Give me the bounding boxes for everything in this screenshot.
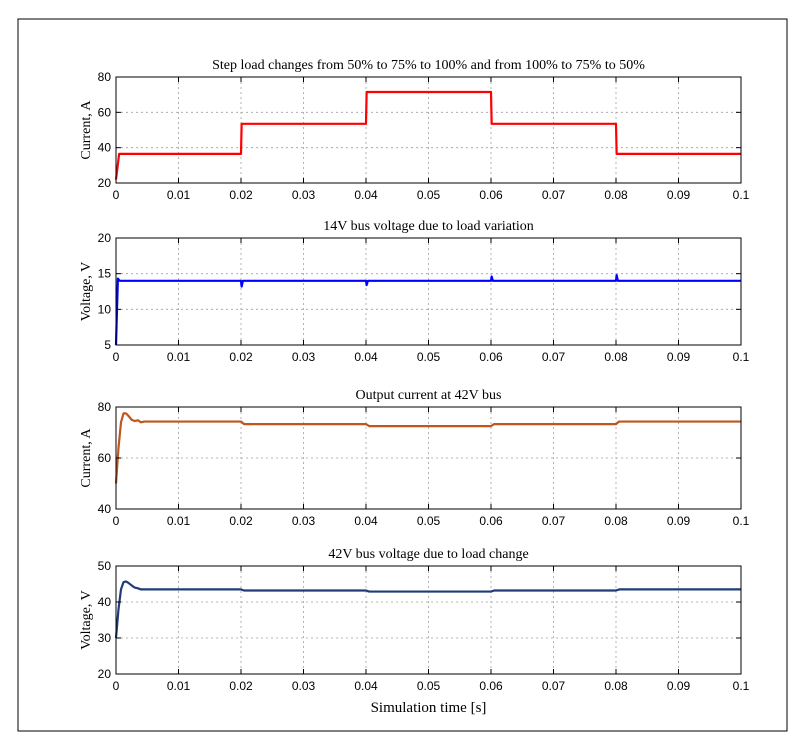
x-tick-label: 0.09 bbox=[667, 514, 691, 528]
x-tick-label: 0.1 bbox=[733, 188, 750, 202]
x-tick-label: 0.05 bbox=[417, 514, 441, 528]
x-tick-label: 0.06 bbox=[479, 350, 503, 364]
x-tick-label: 0.04 bbox=[354, 679, 378, 693]
x-axis-label: Simulation time [s] bbox=[371, 700, 487, 716]
y-tick-label: 80 bbox=[98, 400, 112, 414]
y-tick-label: 60 bbox=[98, 451, 112, 465]
x-tick-label: 0.07 bbox=[542, 679, 566, 693]
x-tick-label: 0.1 bbox=[733, 679, 750, 693]
x-tick-label: 0.04 bbox=[354, 188, 378, 202]
x-tick-label: 0.09 bbox=[667, 679, 691, 693]
x-tick-label: 0.1 bbox=[733, 514, 750, 528]
figure-border bbox=[17, 18, 788, 732]
x-tick-label: 0 bbox=[113, 350, 120, 364]
x-tick-label: 0 bbox=[113, 514, 120, 528]
y-tick-label: 15 bbox=[98, 267, 112, 281]
y-tick-label: 80 bbox=[98, 70, 112, 84]
chart-title: Step load changes from 50% to 75% to 100… bbox=[212, 58, 645, 73]
y-tick-label: 5 bbox=[104, 338, 111, 352]
x-tick-label: 0.03 bbox=[292, 679, 316, 693]
x-tick-label: 0.05 bbox=[417, 679, 441, 693]
series-line bbox=[114, 90, 741, 180]
x-tick-label: 0.01 bbox=[167, 679, 191, 693]
y-axis-label: Current, A bbox=[79, 100, 94, 160]
y-tick-label: 50 bbox=[98, 559, 112, 573]
x-tick-label: 0.08 bbox=[604, 188, 628, 202]
x-tick-label: 0.06 bbox=[479, 514, 503, 528]
x-tick-label: 0.08 bbox=[604, 514, 628, 528]
series-line bbox=[114, 273, 741, 346]
x-tick-label: 0.01 bbox=[167, 188, 191, 202]
x-tick-label: 0 bbox=[113, 679, 120, 693]
x-tick-label: 0.04 bbox=[354, 350, 378, 364]
y-axis-label: Voltage, V bbox=[79, 590, 94, 649]
x-tick-label: 0.02 bbox=[229, 514, 253, 528]
y-tick-label: 30 bbox=[98, 631, 112, 645]
chart-panel-2: 0 0.01 0.02 0.03 0.04 0.05 0.06 0.07 0.08 0.09 0.1… bbox=[79, 219, 750, 364]
x-tick-label: 0.02 bbox=[229, 679, 253, 693]
x-tick-label: 0.1 bbox=[733, 350, 750, 364]
chart-title: 42V bus voltage due to load change bbox=[328, 547, 528, 562]
y-axis-label: Voltage, V bbox=[79, 262, 94, 321]
series-line bbox=[114, 412, 741, 484]
x-tick-label: 0.04 bbox=[354, 514, 378, 528]
x-tick-label: 0.01 bbox=[167, 514, 191, 528]
x-tick-label: 0 bbox=[113, 188, 120, 202]
y-tick-label: 20 bbox=[98, 667, 112, 681]
x-tick-label: 0.05 bbox=[417, 188, 441, 202]
chart-panel-1: 0 0.01 0.02 0.03 0.04 0.05 0.06 0.07 0.08 0.09 0.1… bbox=[79, 58, 750, 202]
chart-title: 14V bus voltage due to load variation bbox=[323, 219, 533, 234]
x-tick-label: 0.08 bbox=[604, 350, 628, 364]
y-tick-label: 40 bbox=[98, 141, 112, 155]
series-line bbox=[114, 580, 741, 639]
y-tick-label: 60 bbox=[98, 105, 112, 119]
x-tick-label: 0.07 bbox=[542, 514, 566, 528]
x-tick-label: 0.01 bbox=[167, 350, 191, 364]
x-tick-label: 0.06 bbox=[479, 679, 503, 693]
x-tick-label: 0.07 bbox=[542, 350, 566, 364]
x-tick-label: 0.09 bbox=[667, 188, 691, 202]
chart-panel-4: 0 0.01 0.02 0.03 0.04 0.05 0.06 0.07 0.08 0.09 0.1… bbox=[79, 547, 750, 716]
x-tick-label: 0.09 bbox=[667, 350, 691, 364]
x-tick-label: 0.06 bbox=[479, 188, 503, 202]
y-tick-label: 40 bbox=[98, 502, 112, 516]
x-tick-label: 0.05 bbox=[417, 350, 441, 364]
x-tick-label: 0.03 bbox=[292, 350, 316, 364]
y-tick-label: 20 bbox=[98, 176, 112, 190]
x-tick-label: 0.02 bbox=[229, 350, 253, 364]
chart-panel-3: 0 0.01 0.02 0.03 0.04 0.05 0.06 0.07 0.08 0.09 0.1… bbox=[79, 388, 750, 528]
x-tick-label: 0.03 bbox=[292, 514, 316, 528]
y-tick-label: 40 bbox=[98, 595, 112, 609]
chart-title: Output current at 42V bus bbox=[356, 388, 502, 403]
x-tick-label: 0.03 bbox=[292, 188, 316, 202]
x-tick-label: 0.02 bbox=[229, 188, 253, 202]
y-tick-label: 20 bbox=[98, 231, 112, 245]
y-tick-label: 10 bbox=[98, 302, 112, 316]
x-tick-label: 0.08 bbox=[604, 679, 628, 693]
y-axis-label: Current, A bbox=[79, 428, 94, 488]
x-tick-label: 0.07 bbox=[542, 188, 566, 202]
